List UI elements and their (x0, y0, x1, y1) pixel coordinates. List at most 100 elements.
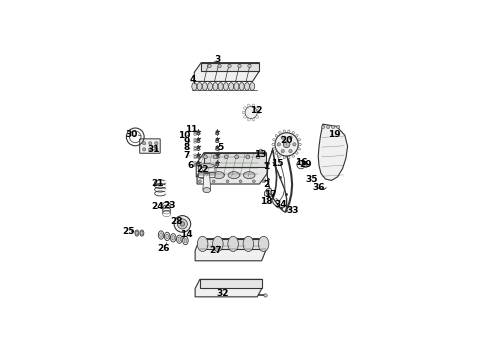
Text: 25: 25 (122, 227, 135, 236)
Ellipse shape (197, 172, 209, 179)
Ellipse shape (216, 156, 219, 158)
Text: 11: 11 (185, 125, 198, 134)
Text: 14: 14 (180, 230, 193, 239)
Text: 5: 5 (218, 143, 224, 152)
Ellipse shape (136, 231, 138, 235)
Ellipse shape (158, 231, 164, 239)
Text: 8: 8 (184, 144, 190, 153)
Ellipse shape (283, 156, 285, 159)
Text: 7: 7 (184, 151, 190, 160)
Text: 3: 3 (214, 55, 220, 64)
Polygon shape (204, 153, 267, 167)
Polygon shape (200, 279, 262, 288)
Text: 15: 15 (271, 159, 284, 168)
Circle shape (247, 104, 250, 107)
Text: 2: 2 (263, 180, 270, 189)
Circle shape (256, 155, 260, 159)
Circle shape (155, 141, 158, 145)
Circle shape (235, 155, 239, 159)
Ellipse shape (283, 130, 285, 132)
Circle shape (321, 125, 325, 129)
Ellipse shape (272, 143, 275, 145)
Text: 35: 35 (306, 175, 318, 184)
Ellipse shape (275, 152, 278, 154)
Circle shape (246, 155, 250, 159)
Circle shape (277, 143, 280, 146)
Ellipse shape (223, 82, 228, 90)
Ellipse shape (203, 188, 211, 193)
Ellipse shape (228, 172, 240, 179)
Circle shape (218, 64, 221, 68)
Ellipse shape (184, 238, 187, 243)
Circle shape (238, 64, 241, 68)
Circle shape (212, 180, 215, 183)
Text: 6: 6 (188, 161, 194, 170)
Ellipse shape (172, 235, 174, 240)
Ellipse shape (216, 164, 219, 166)
Text: 4: 4 (190, 75, 196, 84)
Text: 32: 32 (217, 289, 229, 298)
Ellipse shape (183, 237, 188, 245)
Circle shape (198, 180, 201, 183)
Polygon shape (201, 63, 259, 71)
Text: 12: 12 (250, 106, 263, 115)
Ellipse shape (292, 131, 294, 134)
Circle shape (264, 294, 267, 297)
Circle shape (283, 141, 290, 148)
Ellipse shape (218, 82, 223, 90)
Text: 36: 36 (313, 183, 325, 192)
Circle shape (297, 161, 305, 169)
Circle shape (337, 125, 340, 129)
Circle shape (256, 116, 259, 118)
Text: 13: 13 (254, 150, 266, 158)
Ellipse shape (197, 156, 200, 158)
Circle shape (143, 141, 146, 145)
Ellipse shape (197, 82, 202, 90)
Text: 1: 1 (263, 162, 270, 171)
Circle shape (248, 64, 251, 68)
Ellipse shape (202, 82, 207, 90)
Ellipse shape (166, 234, 169, 239)
Text: 9: 9 (184, 137, 190, 146)
Circle shape (245, 107, 257, 118)
Ellipse shape (199, 164, 215, 168)
Ellipse shape (216, 149, 219, 150)
Circle shape (226, 180, 229, 183)
Ellipse shape (245, 82, 249, 90)
Text: 20: 20 (280, 136, 293, 145)
Circle shape (180, 222, 185, 226)
Ellipse shape (229, 82, 234, 90)
Circle shape (213, 155, 217, 159)
Ellipse shape (213, 172, 224, 179)
Polygon shape (265, 189, 272, 196)
Circle shape (289, 136, 292, 139)
Ellipse shape (178, 237, 181, 242)
Ellipse shape (197, 133, 200, 135)
Ellipse shape (239, 82, 244, 90)
FancyBboxPatch shape (140, 139, 160, 153)
Circle shape (224, 155, 228, 159)
Circle shape (266, 190, 270, 194)
Text: 23: 23 (163, 201, 175, 210)
Ellipse shape (258, 236, 269, 252)
Ellipse shape (216, 133, 219, 135)
Ellipse shape (298, 143, 301, 145)
Text: 30: 30 (125, 130, 138, 139)
Ellipse shape (288, 156, 290, 159)
Ellipse shape (295, 135, 298, 137)
Ellipse shape (295, 152, 298, 154)
Text: 28: 28 (170, 217, 183, 226)
Circle shape (242, 111, 245, 114)
Circle shape (244, 107, 246, 109)
Ellipse shape (192, 82, 197, 90)
Polygon shape (203, 174, 211, 189)
Ellipse shape (275, 135, 278, 137)
Text: 33: 33 (287, 206, 299, 215)
Ellipse shape (244, 172, 255, 179)
Circle shape (252, 118, 255, 121)
Circle shape (155, 148, 158, 151)
Text: 16: 16 (295, 158, 307, 167)
Text: 19: 19 (328, 130, 341, 139)
Ellipse shape (171, 234, 176, 242)
Circle shape (143, 148, 146, 151)
